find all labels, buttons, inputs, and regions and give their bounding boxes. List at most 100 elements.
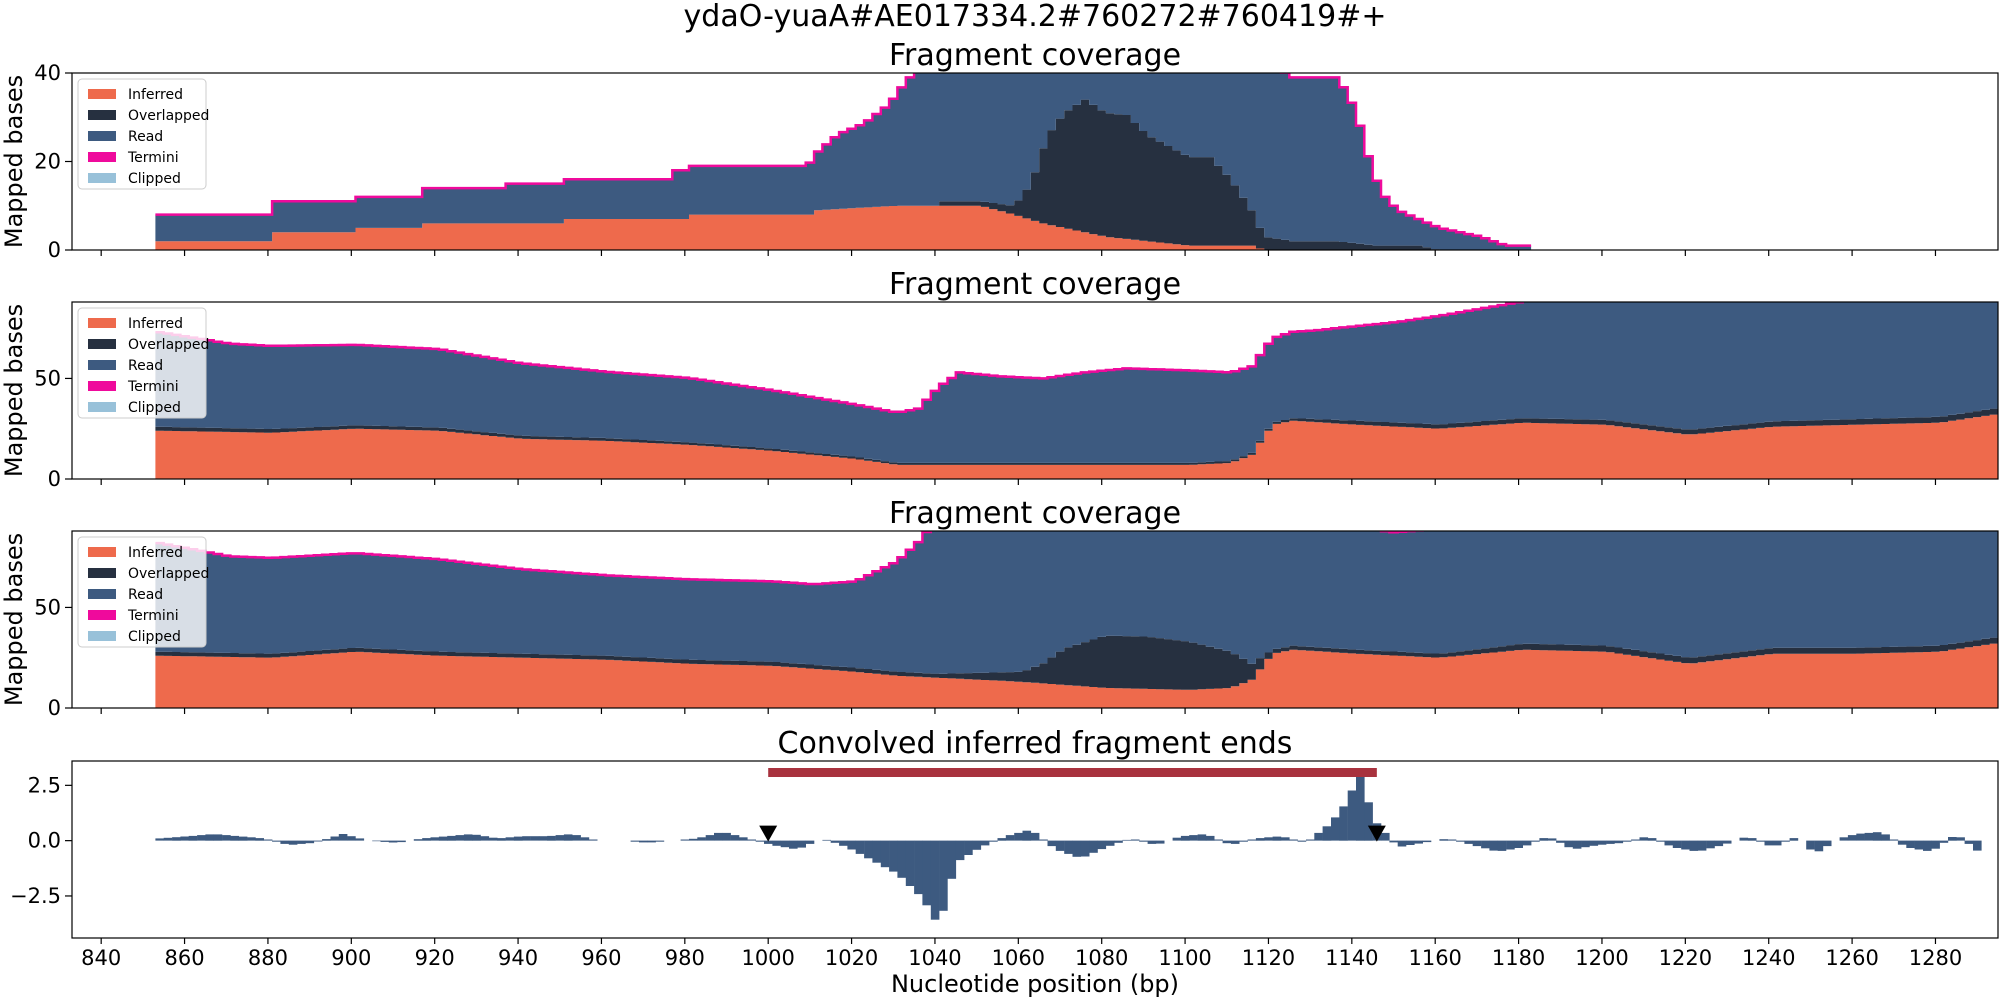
signal-bar (497, 838, 506, 841)
signal-bar (864, 840, 873, 859)
signal-bar (472, 834, 481, 841)
signal-bar (247, 837, 256, 841)
x-tick-label: 1260 (1825, 946, 1878, 970)
signal-bar (1297, 840, 1307, 842)
convolved-ends-panel: Convolved inferred fragment ends −2.5 0.0 2… (10, 726, 1999, 970)
axes-frame (71, 530, 1999, 709)
signal-bar (1614, 840, 1624, 844)
signal-bar (922, 840, 931, 906)
legend-swatch-overlapped (88, 110, 116, 120)
signal-bar (1439, 839, 1448, 841)
signal-bar (1347, 790, 1357, 841)
signal-bar (1306, 839, 1315, 841)
signal-bar (872, 840, 881, 863)
legend-label-read: Read (128, 587, 163, 603)
signal-bar (1931, 840, 1940, 849)
plot-area (155, 769, 1982, 920)
signal-bar (1281, 837, 1290, 841)
signal-bar (238, 836, 248, 841)
signal-bar (1381, 832, 1390, 841)
axes-frame (71, 760, 1999, 939)
signal-bar (455, 835, 465, 841)
signal-bar (739, 837, 748, 841)
signal-bar (980, 840, 990, 846)
signal-bar (555, 835, 565, 841)
y-tick-label: 0 (48, 696, 61, 720)
signal-bar (964, 840, 973, 855)
signal-bar (1255, 838, 1265, 841)
legend-label-termini: Termini (127, 379, 179, 395)
y-axis-label: Mapped bases (0, 533, 28, 706)
y-tick-label: 0 (48, 238, 61, 262)
x-tick-label: 840 (81, 946, 121, 970)
boundary-marker (759, 825, 778, 842)
signal-bar (1531, 840, 1540, 842)
series-termini (155, 302, 1533, 414)
signal-bar (730, 835, 740, 841)
signal-bar (789, 840, 798, 849)
signal-bar (522, 836, 531, 841)
y-tick-label: −2.5 (10, 884, 61, 908)
signal-bar (413, 839, 423, 841)
legend-swatch-read (88, 589, 116, 599)
x-tick-label: 1180 (1492, 946, 1545, 970)
signal-bar (1205, 835, 1215, 841)
signal-bar (230, 835, 239, 841)
signal-bar (1647, 838, 1657, 841)
signal-bar (1964, 840, 1974, 844)
signal-bar (1589, 840, 1599, 846)
legend-swatch-clipped (88, 402, 116, 412)
signal-bar (897, 840, 906, 878)
legend-label-inferred: Inferred (128, 316, 183, 332)
x-tick-label: 1120 (1242, 946, 1295, 970)
signal-bar (764, 840, 773, 844)
signal-bar (1080, 840, 1090, 857)
signal-bar (1939, 840, 1949, 843)
signal-bar (1172, 837, 1182, 841)
legend-label-overlapped: Overlapped (128, 566, 209, 582)
signal-bar (797, 840, 806, 848)
legend-swatch-inferred (88, 89, 116, 99)
signal-bar (1522, 840, 1532, 846)
x-tick-label: 1080 (1075, 946, 1128, 970)
signal-bar (155, 838, 164, 841)
signal-bar (547, 835, 556, 841)
signal-bar (488, 837, 498, 841)
signal-bar (855, 840, 865, 854)
panel-title: Fragment coverage (889, 496, 1181, 531)
signal-bar (1039, 839, 1048, 841)
signal-bar (972, 840, 982, 850)
signal-bar (1564, 840, 1573, 848)
region-bar (768, 768, 1377, 777)
signal-bar (1230, 840, 1240, 844)
signal-bar (1139, 840, 1148, 842)
signal-bar (697, 837, 706, 841)
signal-bar (955, 840, 965, 861)
x-tick-label: 880 (248, 946, 288, 970)
signal-bar (322, 839, 331, 841)
signal-bar (1122, 839, 1132, 841)
legend: Inferred Overlapped Read Termini Clipped (77, 78, 209, 190)
signal-bar (313, 840, 323, 842)
signal-bar (905, 840, 915, 886)
signal-bar (1030, 832, 1040, 841)
signal-bar (1656, 840, 1665, 842)
legend-swatch-inferred (88, 547, 116, 557)
signal-bar (538, 836, 548, 841)
signal-bar (1364, 802, 1373, 841)
signal-bar (1389, 840, 1398, 843)
signal-bar (1406, 840, 1415, 845)
signal-bar (463, 834, 473, 841)
legend-swatch-overlapped (88, 568, 116, 578)
signal-bar (1581, 840, 1590, 848)
signal-bar (1272, 836, 1282, 841)
signal-bar (839, 840, 848, 846)
signal-bar (1622, 840, 1632, 842)
signal-bar (780, 840, 790, 848)
legend-swatch-clipped (88, 631, 116, 641)
legend-label-overlapped: Overlapped (128, 337, 209, 353)
signal-bar (1147, 840, 1157, 844)
signal-bar (205, 834, 214, 841)
y-tick-label: 50 (34, 366, 61, 390)
